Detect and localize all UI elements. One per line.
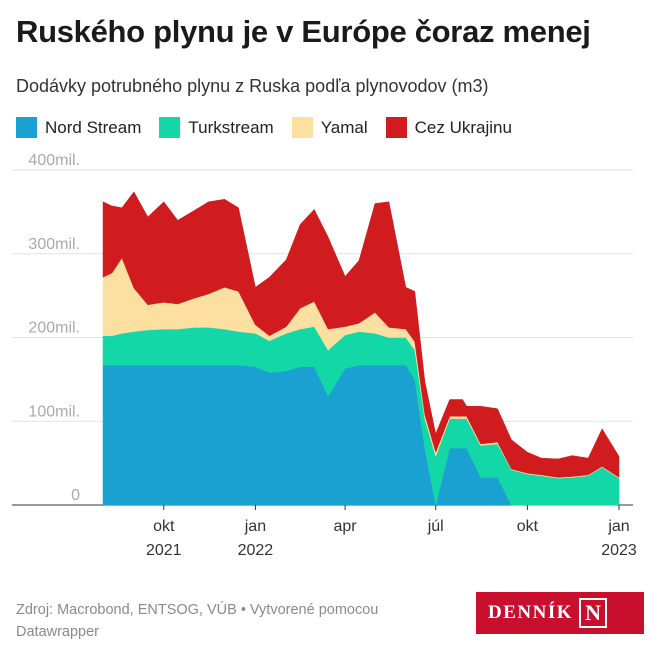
legend-item-cez-ukrajinu: Cez Ukrajinu	[385, 117, 512, 138]
stacked-area-chart: 0 100mil. 200mil. 300mil. 400mil. okt 2021 jan 2…	[12, 152, 637, 559]
legend: Nord Stream Turkstream Yamal Cez Ukrajin…	[16, 117, 530, 138]
y-tick-label: 0	[71, 487, 80, 504]
area-cez-ukrajinu	[102, 191, 620, 478]
logo-n-mark: N	[579, 598, 608, 628]
legend-swatch-cez-ukrajinu	[385, 117, 407, 138]
axis-layer: 0 100mil. 200mil. 300mil. 400mil. okt 2021 jan 2…	[28, 152, 637, 559]
source-note: Zdroj: Macrobond, ENTSOG, VÚB • Vytvoren…	[16, 602, 379, 640]
x-tick-label: jan	[244, 518, 266, 535]
legend-label-turkstream: Turkstream	[188, 117, 274, 137]
chart-title: Ruského plynu je v Európe čoraz menej	[16, 14, 591, 49]
y-tick-label: 100mil.	[28, 403, 80, 420]
x-tick-year-label: 2021	[146, 542, 182, 559]
y-tick-label: 200mil.	[28, 320, 80, 337]
x-tick-label: jan	[607, 518, 629, 535]
x-tick-year-label: 2022	[238, 542, 274, 559]
y-tick-label: 300mil.	[28, 236, 80, 253]
x-tick-label: júl	[427, 518, 444, 535]
legend-label-cez-ukrajinu: Cez Ukrajinu	[414, 117, 512, 137]
x-tick-label: okt	[153, 518, 175, 535]
legend-label-yamal: Yamal	[320, 117, 368, 137]
legend-item-nord-stream: Nord Stream	[16, 117, 141, 138]
legend-swatch-nord-stream	[16, 117, 37, 138]
legend-swatch-yamal	[291, 117, 313, 138]
x-tick-label: apr	[334, 518, 358, 535]
legend-label-nord-stream: Nord Stream	[45, 117, 142, 137]
legend-item-yamal: Yamal	[291, 117, 368, 138]
chart-subtitle: Dodávky potrubného plynu z Ruska podľa p…	[16, 76, 489, 96]
area-layer	[102, 191, 620, 506]
x-tick-year-label: 2023	[601, 542, 637, 559]
dennik-n-logo[interactable]: DENNÍK N	[476, 592, 644, 634]
logo-text: DENNÍK	[488, 602, 574, 623]
legend-item-turkstream: Turkstream	[159, 117, 274, 138]
x-tick-label: okt	[517, 518, 539, 535]
y-tick-label: 400mil.	[28, 152, 80, 169]
legend-swatch-turkstream	[159, 117, 181, 138]
